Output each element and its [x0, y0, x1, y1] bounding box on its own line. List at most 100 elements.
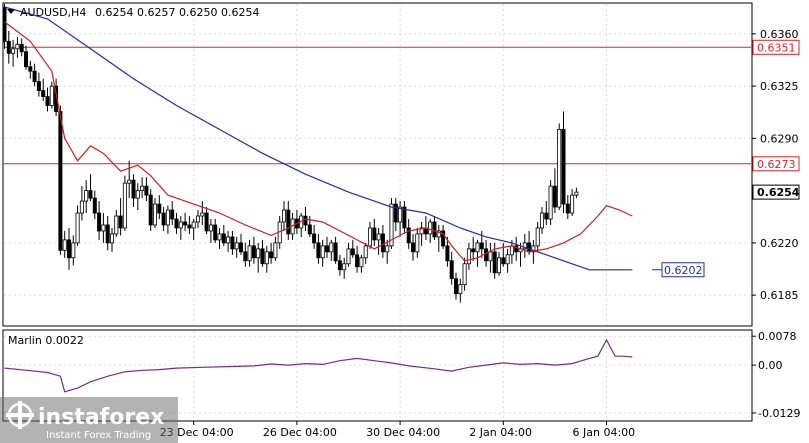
candle-body-bullish: [140, 185, 145, 192]
candle-body-bearish: [157, 203, 162, 214]
candle-body-bearish: [58, 111, 63, 251]
candle-body-bullish: [247, 245, 252, 262]
candle-body-bullish: [385, 245, 390, 253]
candlestick-series: [2, 4, 579, 303]
price-tick-label: 0.6360: [760, 28, 799, 41]
candle-body-bearish: [92, 197, 97, 214]
candle-body-bullish: [389, 203, 394, 247]
instaforex-logo-icon: [6, 401, 34, 429]
candle-body-bearish: [88, 190, 93, 199]
ma-slow-line: [4, 6, 633, 271]
candle-body-bullish: [62, 239, 67, 251]
candle-body-bullish: [49, 85, 54, 106]
indicator-axis: 0.0078 0.00 -0.0129: [752, 330, 800, 420]
candle-body-bullish: [509, 245, 514, 256]
candle-body-bearish: [286, 209, 291, 235]
price-tick-label: 0.6185: [760, 289, 799, 302]
candle-body-bearish: [479, 242, 484, 250]
candle-body-bullish: [458, 284, 463, 295]
candle-body-bullish: [256, 248, 261, 259]
candle-body-bearish: [144, 185, 149, 196]
price-tick-label: 0.6290: [760, 132, 799, 145]
candle-body-bearish: [449, 260, 454, 280]
candle-body-bullish: [367, 227, 372, 247]
candle-body-bearish: [19, 43, 24, 53]
candle-body-bearish: [406, 227, 411, 244]
price-level-labels: 0.6351 0.6273 0.6254: [752, 39, 800, 200]
indicator-tick-label: 0.0078: [758, 330, 797, 343]
candle-body-bullish: [505, 254, 510, 265]
candle-body-bearish: [355, 254, 360, 268]
time-axis: 23 Dec 04:00 26 Dec 04:00 30 Dec 04:00 2 Ja…: [160, 421, 635, 439]
dropdown-triangle-icon[interactable]: [7, 9, 15, 14]
candle-body-bullish: [557, 129, 562, 208]
candle-body-bearish: [402, 206, 407, 229]
candle-body-bullish: [570, 194, 575, 214]
time-tick-label: 23 Dec 04:00: [160, 426, 234, 439]
candle-body-bearish: [432, 221, 437, 238]
candle-body-bullish: [101, 224, 106, 232]
candle-body-bearish: [269, 251, 274, 259]
watermark-tagline: Instant Forex Trading: [46, 430, 151, 441]
ohlc-close: 0.6254: [221, 6, 260, 19]
time-tick-label: 6 Jan 04:00: [573, 426, 636, 439]
candle-body-bearish: [471, 248, 476, 253]
candle-body-bearish: [251, 245, 256, 259]
candle-body-bearish: [28, 66, 33, 72]
candle-body-bearish: [316, 242, 321, 259]
candle-body-bullish: [122, 182, 127, 229]
candle-body-bullish: [71, 242, 76, 259]
candle-body-bearish: [174, 218, 179, 229]
candle-body-bearish: [187, 224, 192, 229]
ma-fast-line: [4, 21, 633, 262]
candle-body-bearish: [243, 251, 248, 262]
indicator-tick-label: 0.00: [758, 359, 783, 372]
candle-body-bearish: [445, 245, 450, 262]
candle-body-bearish: [161, 212, 166, 226]
candle-body-bearish: [45, 96, 50, 106]
candle-body-bearish: [337, 260, 342, 271]
candle-body-bearish: [453, 278, 458, 295]
ohlc-open: 0.6254: [95, 6, 134, 19]
candle-body-bullish: [436, 230, 441, 238]
candle-body-bearish: [441, 230, 446, 247]
candle-body-bearish: [23, 51, 28, 68]
time-tick-label: 30 Dec 04:00: [366, 426, 440, 439]
candle-body-bearish: [260, 248, 265, 265]
callout-text: 0.6202: [664, 264, 703, 277]
candle-body-bearish: [2, 6, 7, 42]
candle-body-bearish: [544, 212, 549, 220]
candle-body-bearish: [221, 233, 226, 244]
candle-body-bearish: [97, 212, 102, 232]
candle-body-bearish: [131, 179, 136, 199]
candle-body-bearish: [41, 90, 46, 97]
time-tick-label: 2 Jan 04:00: [469, 426, 532, 439]
candle-body-bullish: [376, 233, 381, 241]
candle-body-bullish: [531, 245, 536, 253]
symbol-label: AUDUSD,H4: [20, 6, 86, 19]
candle-body-bearish: [238, 242, 243, 253]
candle-body-bearish: [36, 81, 41, 91]
candle-body-bearish: [118, 215, 123, 229]
ohlc-low: 0.6250: [179, 6, 218, 19]
ma-value-callout: 0.6202: [652, 262, 705, 278]
current-price-box: [752, 184, 800, 200]
candle-body-bullish: [415, 233, 420, 253]
candle-body-bearish: [307, 224, 312, 235]
candle-body-bullish: [281, 209, 286, 223]
candle-body-bullish: [462, 263, 467, 286]
candle-body-bullish: [363, 245, 368, 259]
candle-body-bullish: [110, 233, 115, 244]
candle-body-bullish: [419, 227, 424, 235]
level-label-box: [752, 156, 800, 172]
candle-body-bearish: [312, 233, 317, 244]
candle-body-bullish: [114, 215, 119, 235]
candle-body-bearish: [350, 248, 355, 256]
candle-body-bearish: [565, 203, 570, 214]
instaforex-watermark: instaforex Instant Forex Trading: [0, 397, 178, 443]
price-tick-label: 0.6325: [760, 80, 799, 93]
candle-body-bullish: [359, 257, 364, 268]
candle-body-bearish: [333, 242, 338, 262]
candle-body-bullish: [75, 212, 80, 244]
